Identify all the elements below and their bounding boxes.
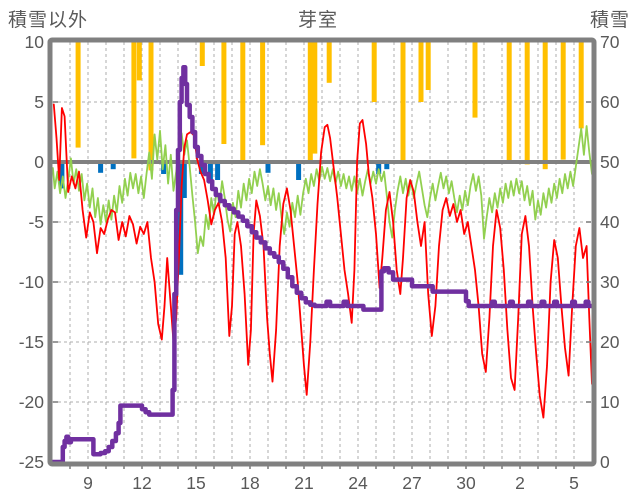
right-axis-title: 積雪 [589, 10, 630, 31]
left-axis-tick-label: -20 [19, 392, 45, 412]
right-axis-tick-label: 60 [600, 92, 620, 112]
x-axis-tick-label: 18 [240, 473, 259, 493]
plot-frame [47, 37, 597, 467]
x-axis-tick-label: 15 [186, 473, 205, 493]
sunshine-bars [75, 42, 584, 171]
plot-area [52, 42, 592, 465]
left-axis-tick-label: 10 [25, 32, 45, 52]
left-axis-tick-label: -10 [19, 272, 45, 292]
x-axis-tick-label: 5 [569, 473, 579, 493]
temperature-line [52, 103, 592, 419]
left-axis-tick-label: -15 [19, 332, 44, 352]
right-axis-tick-label: 0 [600, 452, 610, 472]
left-axis-tick-label: -25 [19, 452, 44, 472]
left-axis-tick-label: -5 [28, 212, 44, 232]
left-axis-tick-label: 5 [34, 92, 44, 112]
right-axis-tick-label: 70 [600, 32, 620, 52]
gridlines [52, 42, 592, 462]
x-axis-tick-label: 24 [348, 473, 368, 493]
right-axis-tick-label: 20 [600, 332, 620, 352]
x-axis-tick-label: 21 [294, 473, 313, 493]
tick-marks [53, 101, 591, 469]
green-line [52, 125, 592, 255]
x-axis-tick-label: 9 [83, 473, 93, 493]
x-axis-tick-label: 12 [132, 473, 151, 493]
x-axis-tick-label: 2 [515, 473, 525, 493]
left-axis-title: 積雪以外 [8, 10, 89, 31]
right-axis-tick-label: 10 [600, 392, 620, 412]
snow-depth-line [52, 64, 592, 465]
x-axis-tick-label: 30 [456, 473, 476, 493]
right-axis-tick-label: 50 [600, 152, 620, 172]
left-axis-tick-label: 0 [34, 152, 44, 172]
right-axis-tick-label: 30 [600, 272, 620, 292]
chart-title: 芽室 [297, 10, 338, 31]
x-axis-tick-label: 27 [402, 473, 421, 493]
right-axis-tick-label: 40 [600, 212, 620, 232]
